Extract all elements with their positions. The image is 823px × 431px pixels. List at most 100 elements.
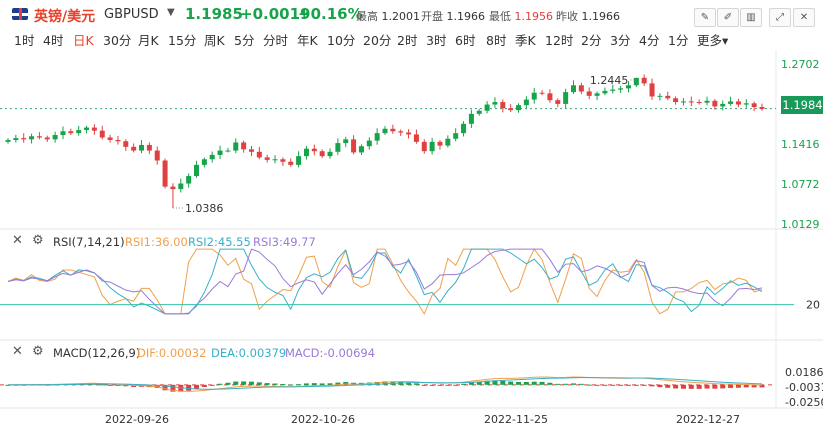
candle-body xyxy=(751,103,757,108)
tab-月K[interactable]: 月K xyxy=(138,33,159,48)
macd-histogram-bar xyxy=(99,384,105,386)
candle-body xyxy=(555,100,561,104)
tab-1分[interactable]: 1分 xyxy=(668,33,689,48)
tab-3时[interactable]: 3时 xyxy=(426,33,447,48)
macd-histogram-bar xyxy=(602,384,608,386)
settings-rsi-icon[interactable]: ⚙ xyxy=(32,233,44,248)
candle-body xyxy=(84,127,90,131)
macd-histogram-bar xyxy=(680,384,686,389)
macd-histogram-bar xyxy=(233,381,239,385)
price-tick-label: 1.1416 xyxy=(781,138,820,151)
candle-body xyxy=(327,151,333,157)
macd-histogram-bar xyxy=(571,383,576,385)
macd-histogram-bar xyxy=(563,383,569,385)
candle-body xyxy=(76,130,82,134)
tab-2时[interactable]: 2时 xyxy=(397,33,418,48)
draw-icon[interactable]: ✎ xyxy=(694,8,716,27)
candle-body xyxy=(170,186,176,190)
close-icon[interactable]: ✕ xyxy=(793,8,815,27)
candle-body xyxy=(696,102,702,104)
candle-body xyxy=(217,150,223,155)
candle-body xyxy=(759,107,765,109)
close-macd-icon[interactable]: ✕ xyxy=(12,344,23,359)
macd-histogram-bar xyxy=(248,381,254,385)
tab-30分[interactable]: 30分 xyxy=(103,33,132,48)
tab-20分[interactable]: 20分 xyxy=(363,33,392,48)
candle-body xyxy=(586,91,592,96)
macd-histogram-bar xyxy=(759,384,765,388)
tab-分时[interactable]: 分时 xyxy=(263,33,289,48)
macd-histogram-bar xyxy=(445,384,451,386)
tab-10分[interactable]: 10分 xyxy=(327,33,356,48)
candle-body xyxy=(99,130,105,138)
tab-季K[interactable]: 季K xyxy=(515,33,536,48)
edit-icon[interactable]: ✐ xyxy=(717,8,739,27)
candle-body xyxy=(500,102,506,109)
macd-histogram-bar xyxy=(578,383,584,385)
macd-histogram-bar xyxy=(665,384,671,388)
candle-body xyxy=(743,103,749,105)
candles xyxy=(5,74,765,209)
tab-1时[interactable]: 1时 xyxy=(14,33,35,48)
candle-body xyxy=(303,148,309,157)
candle-body xyxy=(484,104,490,111)
price-tick-label: 1.0772 xyxy=(781,178,820,191)
macd-histogram-bar xyxy=(743,384,749,388)
candle-body xyxy=(673,98,679,103)
date-label: 2022-10-26 xyxy=(291,413,355,426)
candle-body xyxy=(233,142,239,151)
candle-body xyxy=(531,92,537,100)
macd-hist-value: MACD:-0.00694 xyxy=(285,346,376,360)
candle-body xyxy=(492,102,498,105)
candle-body xyxy=(657,95,663,97)
candle-body xyxy=(571,85,576,93)
macd-histogram-bar xyxy=(461,383,467,385)
tab-4分[interactable]: 4分 xyxy=(639,33,660,48)
tab-年K[interactable]: 年K xyxy=(297,33,318,48)
tab-4时[interactable]: 4时 xyxy=(43,33,64,48)
tab-6时[interactable]: 6时 xyxy=(455,33,476,48)
macd-histogram-bar xyxy=(225,382,231,385)
tab-周K[interactable]: 周K xyxy=(204,33,225,48)
tab-3分[interactable]: 3分 xyxy=(610,33,631,48)
fullscreen-icon[interactable]: ⤢ xyxy=(769,8,791,27)
tab-15分[interactable]: 15分 xyxy=(168,33,197,48)
rsi3-line xyxy=(7,248,763,315)
instrument-code[interactable]: GBPUSD xyxy=(104,7,159,22)
tab-更多[interactable]: 更多▾ xyxy=(697,33,729,48)
candle-body xyxy=(13,138,19,140)
instrument-name[interactable]: 英镑/美元 xyxy=(34,9,96,25)
macd-histogram-bar xyxy=(641,384,647,386)
macd-histogram-bar xyxy=(170,384,176,392)
macd-histogram-bar xyxy=(413,383,419,385)
macd-tick-label: -0.00317 xyxy=(785,381,823,394)
macd-histogram-bar xyxy=(649,384,655,387)
candle-body xyxy=(665,95,671,99)
tab-2分[interactable]: 2分 xyxy=(581,33,602,48)
layout-icon[interactable]: ▥ xyxy=(740,8,762,27)
date-label: 2022-11-25 xyxy=(484,413,548,426)
settings-macd-icon[interactable]: ⚙ xyxy=(32,344,44,359)
candle-body xyxy=(131,146,137,151)
candle-body xyxy=(445,138,451,146)
tab-8时[interactable]: 8时 xyxy=(486,33,507,48)
tab-12时[interactable]: 12时 xyxy=(545,33,574,48)
candle-body xyxy=(209,154,215,160)
candle-body xyxy=(476,110,482,114)
candle-body xyxy=(5,139,11,142)
current-price-tag: 1.1984 xyxy=(781,96,823,114)
candle-body xyxy=(578,85,584,92)
macd-histogram-bar xyxy=(115,384,121,386)
chevron-down-icon[interactable]: ▼ xyxy=(167,7,175,18)
macd-histogram-bar xyxy=(555,383,561,385)
price-tick-label: 1.0129 xyxy=(781,218,820,231)
tab-5分[interactable]: 5分 xyxy=(234,33,255,48)
close-rsi-icon[interactable]: ✕ xyxy=(12,233,23,248)
macd-histogram-bar xyxy=(186,384,192,391)
macd-tick-label: -0.02501 xyxy=(785,396,823,409)
tab-日K[interactable]: 日K xyxy=(73,33,94,48)
macd-histogram-bar xyxy=(586,384,592,386)
macd-histogram-bar xyxy=(319,383,325,385)
macd-histogram-bar xyxy=(657,384,663,388)
candle-body xyxy=(146,144,152,151)
